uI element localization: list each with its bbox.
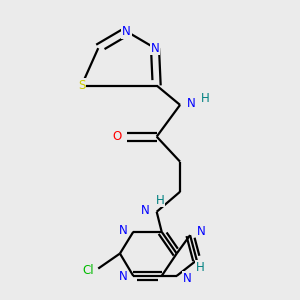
Text: N: N [151, 42, 159, 55]
Text: N: N [196, 225, 205, 238]
Text: N: N [188, 97, 196, 110]
Text: H: H [196, 261, 205, 274]
Text: N: N [141, 204, 149, 217]
Text: N: N [119, 224, 128, 237]
Text: N: N [183, 272, 192, 285]
Text: Cl: Cl [82, 264, 94, 277]
Text: O: O [112, 130, 121, 143]
Text: H: H [201, 92, 209, 105]
Text: S: S [78, 79, 85, 92]
Text: N: N [119, 270, 128, 284]
Text: N: N [122, 25, 131, 38]
Text: H: H [156, 194, 164, 207]
